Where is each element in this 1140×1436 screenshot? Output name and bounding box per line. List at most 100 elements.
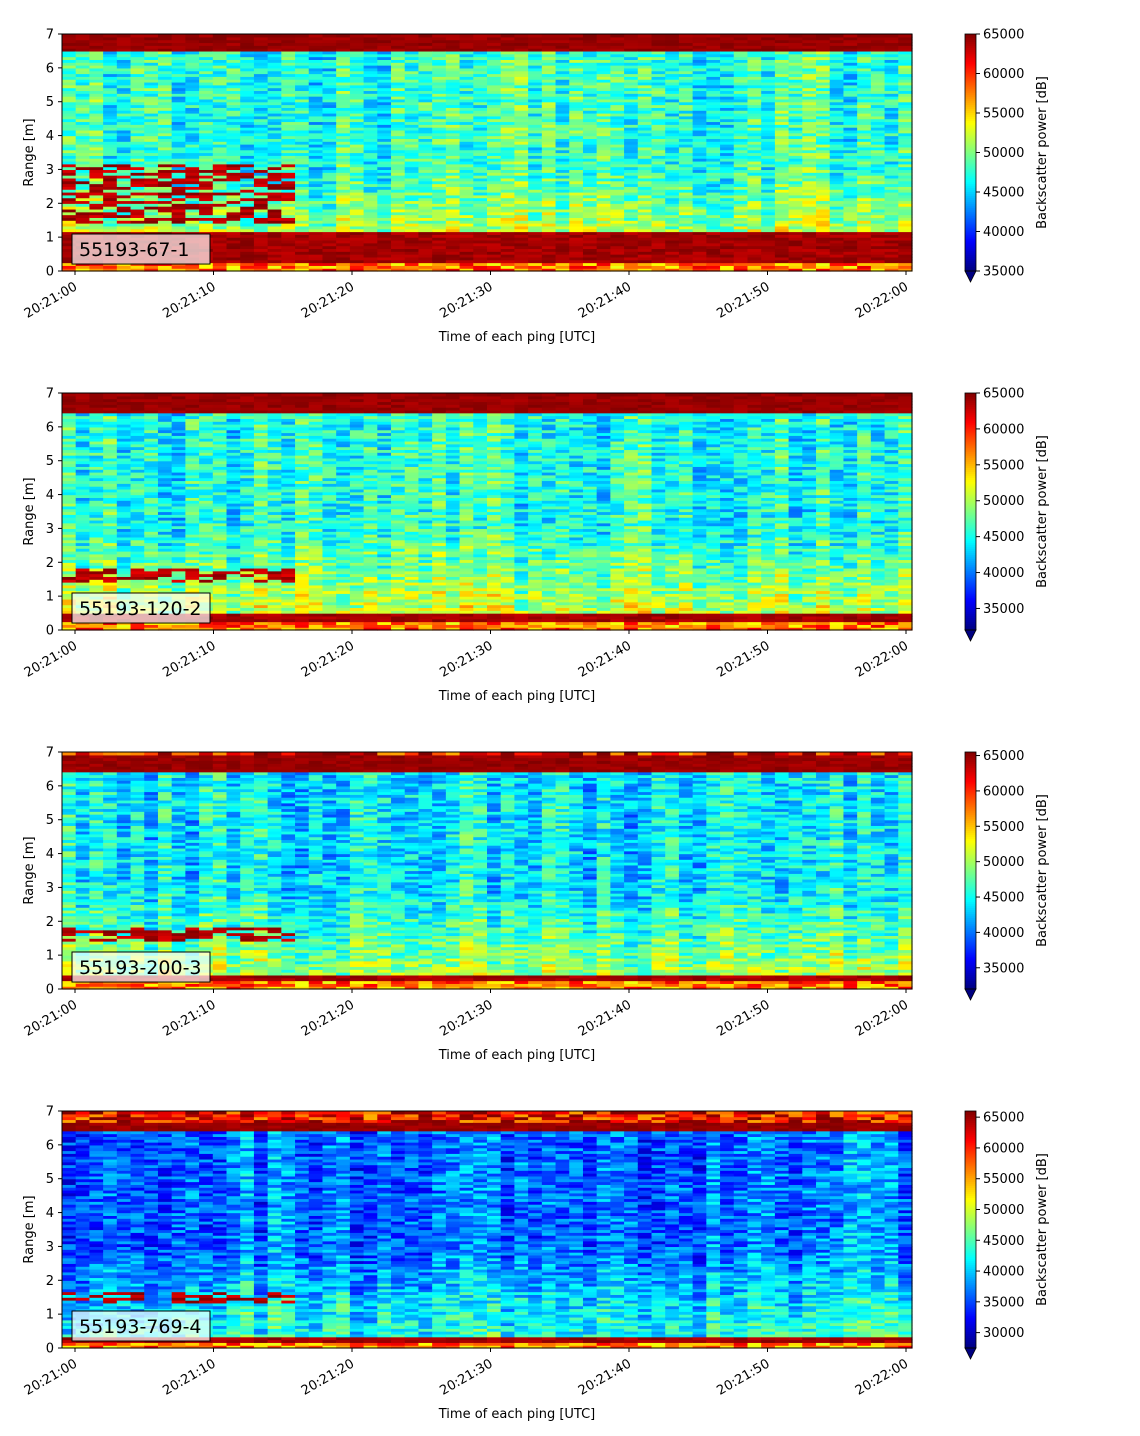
heatmap-cell: [103, 268, 118, 272]
heatmap-cell: [404, 149, 420, 154]
heatmap-cell: [582, 163, 598, 168]
heatmap-cell: [89, 155, 104, 159]
heatmap-cell: [637, 98, 653, 103]
heatmap-cell: [253, 81, 269, 86]
heatmap-cell: [185, 203, 200, 207]
heatmap-cell: [774, 34, 790, 38]
heatmap-cell: [624, 50, 639, 55]
heatmap-cell: [678, 189, 694, 193]
heatmap-cell: [582, 225, 598, 230]
heatmap-cell: [89, 118, 104, 123]
heatmap-cell: [363, 254, 378, 258]
heatmap-cell: [555, 166, 570, 171]
heatmap-cell: [651, 208, 666, 213]
heatmap-cell: [377, 208, 392, 213]
heatmap-cell: [130, 163, 145, 168]
heatmap-cell: [459, 53, 474, 58]
heatmap-cell: [528, 113, 543, 117]
heatmap-cell: [500, 127, 516, 131]
heatmap-cell: [185, 90, 200, 94]
heatmap-cell: [144, 118, 159, 123]
heatmap-cell: [144, 149, 159, 154]
heatmap-cell: [391, 189, 406, 193]
heatmap-cell: [240, 34, 255, 38]
heatmap-cell: [212, 265, 228, 269]
heatmap-cell: [75, 180, 91, 185]
heatmap-cell: [267, 200, 282, 204]
heatmap-cell: [144, 220, 159, 224]
heatmap-cell: [514, 59, 529, 63]
heatmap-cell: [418, 141, 433, 145]
heatmap-cell: [295, 79, 310, 83]
heatmap-cell: [596, 262, 611, 266]
heatmap-cell: [103, 107, 118, 111]
heatmap-cell: [624, 225, 639, 230]
heatmap-cell: [432, 124, 447, 128]
heatmap-cell: [459, 79, 474, 83]
heatmap-cell: [212, 138, 228, 142]
heatmap-cell: [89, 138, 104, 142]
heatmap-cell: [226, 141, 241, 145]
heatmap-cell: [541, 121, 557, 125]
heatmap-cell: [308, 132, 324, 137]
heatmap-cell: [541, 239, 557, 244]
heatmap-cell: [308, 256, 324, 261]
heatmap-cell: [432, 259, 447, 264]
heatmap-cell: [624, 265, 639, 269]
heatmap-cell: [637, 234, 653, 238]
heatmap-cell: [459, 104, 474, 108]
heatmap-cell: [130, 152, 145, 156]
heatmap-cell: [418, 160, 433, 165]
heatmap-cell: [487, 87, 502, 92]
heatmap-cell: [377, 251, 392, 255]
heatmap-cell: [500, 177, 516, 182]
heatmap-cell: [103, 160, 118, 165]
heatmap-cell: [349, 42, 365, 46]
heatmap-cell: [281, 217, 296, 221]
heatmap-cell: [103, 81, 118, 86]
heatmap-cell: [665, 169, 680, 173]
heatmap-cell: [116, 141, 132, 145]
heatmap-cell: [363, 90, 378, 94]
heatmap-cell: [349, 93, 365, 97]
heatmap-cell: [295, 113, 310, 117]
heatmap-cell: [322, 186, 337, 190]
heatmap-cell: [336, 152, 351, 156]
heatmap-cell: [651, 50, 666, 55]
heatmap-cell: [199, 104, 214, 108]
heatmap-cell: [404, 242, 420, 247]
heatmap-cell: [665, 50, 680, 55]
heatmap-cell: [349, 155, 365, 159]
heatmap-cell: [62, 65, 77, 69]
heatmap-cell: [185, 76, 200, 80]
heatmap-cell: [363, 197, 378, 202]
heatmap-cell: [336, 242, 351, 247]
heatmap-cell: [267, 56, 282, 60]
heatmap-cell: [610, 183, 625, 187]
heatmap-cell: [75, 101, 91, 106]
heatmap-cell: [432, 262, 447, 266]
heatmap-cell: [349, 73, 365, 77]
heatmap-cell: [391, 262, 406, 266]
heatmap-cell: [144, 172, 159, 176]
heatmap-cell: [253, 127, 269, 131]
heatmap-cell: [130, 39, 145, 44]
heatmap-cell: [651, 245, 666, 250]
heatmap-cell: [349, 121, 365, 125]
heatmap-cell: [445, 234, 461, 238]
heatmap-cell: [391, 67, 406, 72]
heatmap-cell: [171, 113, 186, 117]
heatmap-cell: [637, 231, 653, 235]
heatmap-cell: [336, 183, 351, 187]
heatmap-cell: [336, 211, 351, 216]
heatmap-cell: [103, 101, 118, 106]
heatmap-cell: [596, 124, 611, 128]
heatmap-cell: [665, 180, 680, 185]
heatmap-cell: [487, 177, 502, 182]
heatmap-cell: [514, 259, 529, 264]
heatmap-cell: [226, 254, 241, 258]
heatmap-cell: [171, 53, 186, 58]
heatmap-cell: [157, 146, 173, 151]
heatmap-cell: [500, 197, 516, 202]
